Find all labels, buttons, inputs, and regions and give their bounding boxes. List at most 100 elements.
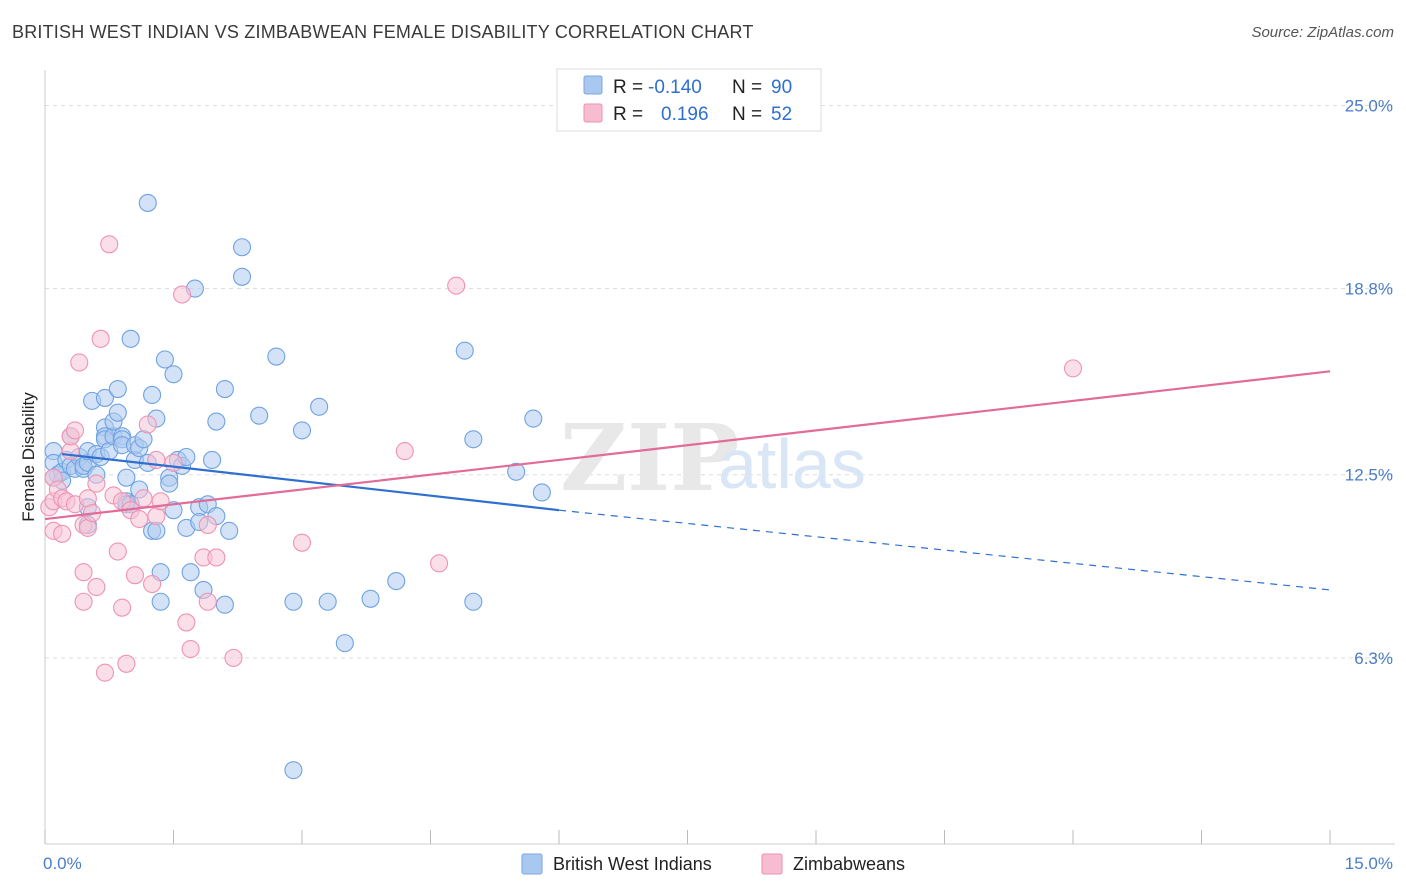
watermark: ZIP atlas (560, 404, 866, 512)
trend-line-british-west-indians-extension (558, 509, 1331, 591)
legend-n-value: 52 (771, 104, 792, 125)
point-zimbabweans (130, 509, 149, 529)
point-zimbabweans (292, 533, 312, 552)
point-zimbabweans (395, 442, 414, 461)
point-zimbabweans (198, 592, 217, 611)
legend-n-label: N = (732, 104, 762, 125)
axes (44, 70, 1395, 845)
point-zimbabweans (198, 515, 217, 534)
point-zimbabweans (74, 592, 93, 611)
data-points (40, 193, 1083, 780)
legend-r-label: R = (613, 104, 643, 125)
point-british-west-indians (232, 238, 252, 257)
watermark-zip: ZIP (560, 404, 739, 512)
point-british-west-indians (155, 350, 174, 369)
point-zimbabweans (430, 554, 449, 573)
trend-lines (44, 370, 1331, 591)
bottom-legend-swatch-british-west-indians (521, 853, 543, 875)
point-british-west-indians (361, 589, 380, 608)
point-british-west-indians (160, 474, 179, 493)
point-zimbabweans (125, 566, 144, 585)
legend-r-value: -0.140 (648, 77, 702, 98)
point-zimbabweans (113, 598, 132, 617)
trend-line-zimbabweans (44, 370, 1331, 521)
point-british-west-indians (318, 592, 337, 611)
point-zimbabweans (100, 235, 119, 254)
point-british-west-indians (220, 521, 239, 540)
legend-bottom: British West Indians Zimbabweans (521, 853, 905, 875)
bottom-legend-label: Zimbabweans (793, 854, 905, 874)
point-zimbabweans (117, 654, 136, 673)
point-zimbabweans (224, 648, 243, 667)
point-zimbabweans (143, 574, 162, 594)
point-british-west-indians (138, 193, 157, 212)
point-zimbabweans (207, 548, 226, 567)
legend-n-label: N = (732, 77, 762, 98)
point-british-west-indians (95, 388, 115, 407)
point-british-west-indians (464, 430, 483, 449)
legend-n-value: 90 (771, 77, 792, 98)
point-british-west-indians (215, 595, 234, 614)
point-british-west-indians (108, 403, 127, 422)
bottom-legend-label: British West Indians (553, 854, 712, 874)
point-british-west-indians (292, 421, 312, 440)
y-tick-label: 12.5% (1345, 466, 1393, 485)
point-british-west-indians (232, 267, 252, 286)
point-zimbabweans (91, 329, 110, 348)
point-british-west-indians (335, 634, 354, 653)
point-british-west-indians (143, 385, 162, 405)
point-british-west-indians (310, 397, 329, 416)
x-tick-label: 0.0% (43, 854, 82, 873)
point-zimbabweans (95, 663, 115, 682)
point-zimbabweans (65, 421, 85, 440)
point-zimbabweans (138, 415, 157, 434)
point-british-west-indians (387, 572, 406, 591)
y-tick-label: 18.8% (1345, 280, 1393, 299)
point-british-west-indians (164, 365, 183, 384)
y-tick-label: 25.0% (1345, 96, 1393, 115)
point-zimbabweans (181, 639, 200, 659)
legend-r-value: 0.196 (661, 104, 709, 125)
source-label: Source: ZipAtlas.com (1251, 24, 1394, 41)
point-british-west-indians (151, 592, 170, 611)
point-british-west-indians (207, 412, 226, 431)
point-british-west-indians (455, 341, 474, 360)
point-british-west-indians (284, 761, 303, 780)
point-british-west-indians (507, 462, 526, 481)
point-zimbabweans (108, 542, 127, 561)
y-tick-label: 6.3% (1354, 649, 1393, 668)
point-british-west-indians (108, 380, 127, 399)
point-british-west-indians (164, 501, 183, 520)
chart-title: BRITISH WEST INDIAN VS ZIMBABWEAN FEMALE… (12, 22, 754, 42)
point-british-west-indians (532, 483, 551, 502)
point-zimbabweans (1063, 359, 1083, 378)
legend-top: R = -0.140 N = 90 R = 0.196 N = 52 (556, 68, 822, 132)
x-tick-label: 15.0% (1345, 854, 1393, 873)
point-zimbabweans (70, 353, 89, 372)
grid-lines (45, 104, 1395, 659)
point-zimbabweans (447, 276, 466, 295)
point-british-west-indians (464, 592, 483, 611)
point-zimbabweans (164, 453, 183, 472)
point-zimbabweans (87, 577, 106, 597)
y-tick-labels: 6.3% 12.5% 18.8% 25.0% (1345, 96, 1393, 667)
x-tick-labels: 0.0% 15.0% (43, 854, 1393, 873)
point-british-west-indians (267, 347, 286, 366)
point-british-west-indians (203, 450, 222, 470)
legend-swatch-zimbabweans (583, 103, 603, 123)
legend-r-label: R = (613, 77, 643, 98)
bottom-legend-swatch-zimbabweans (761, 853, 783, 875)
watermark-atlas: atlas (718, 425, 866, 503)
point-zimbabweans (134, 489, 153, 508)
point-british-west-indians (215, 380, 234, 399)
point-zimbabweans (87, 474, 106, 493)
point-zimbabweans (177, 613, 196, 632)
legend-swatch-british-west-indians (583, 75, 603, 95)
y-axis-label: Female Disability (19, 392, 38, 522)
point-british-west-indians (121, 329, 140, 348)
trend-line-british-west-indians (62, 452, 560, 512)
point-zimbabweans (53, 524, 72, 543)
point-british-west-indians (117, 468, 136, 487)
point-british-west-indians (250, 406, 269, 425)
